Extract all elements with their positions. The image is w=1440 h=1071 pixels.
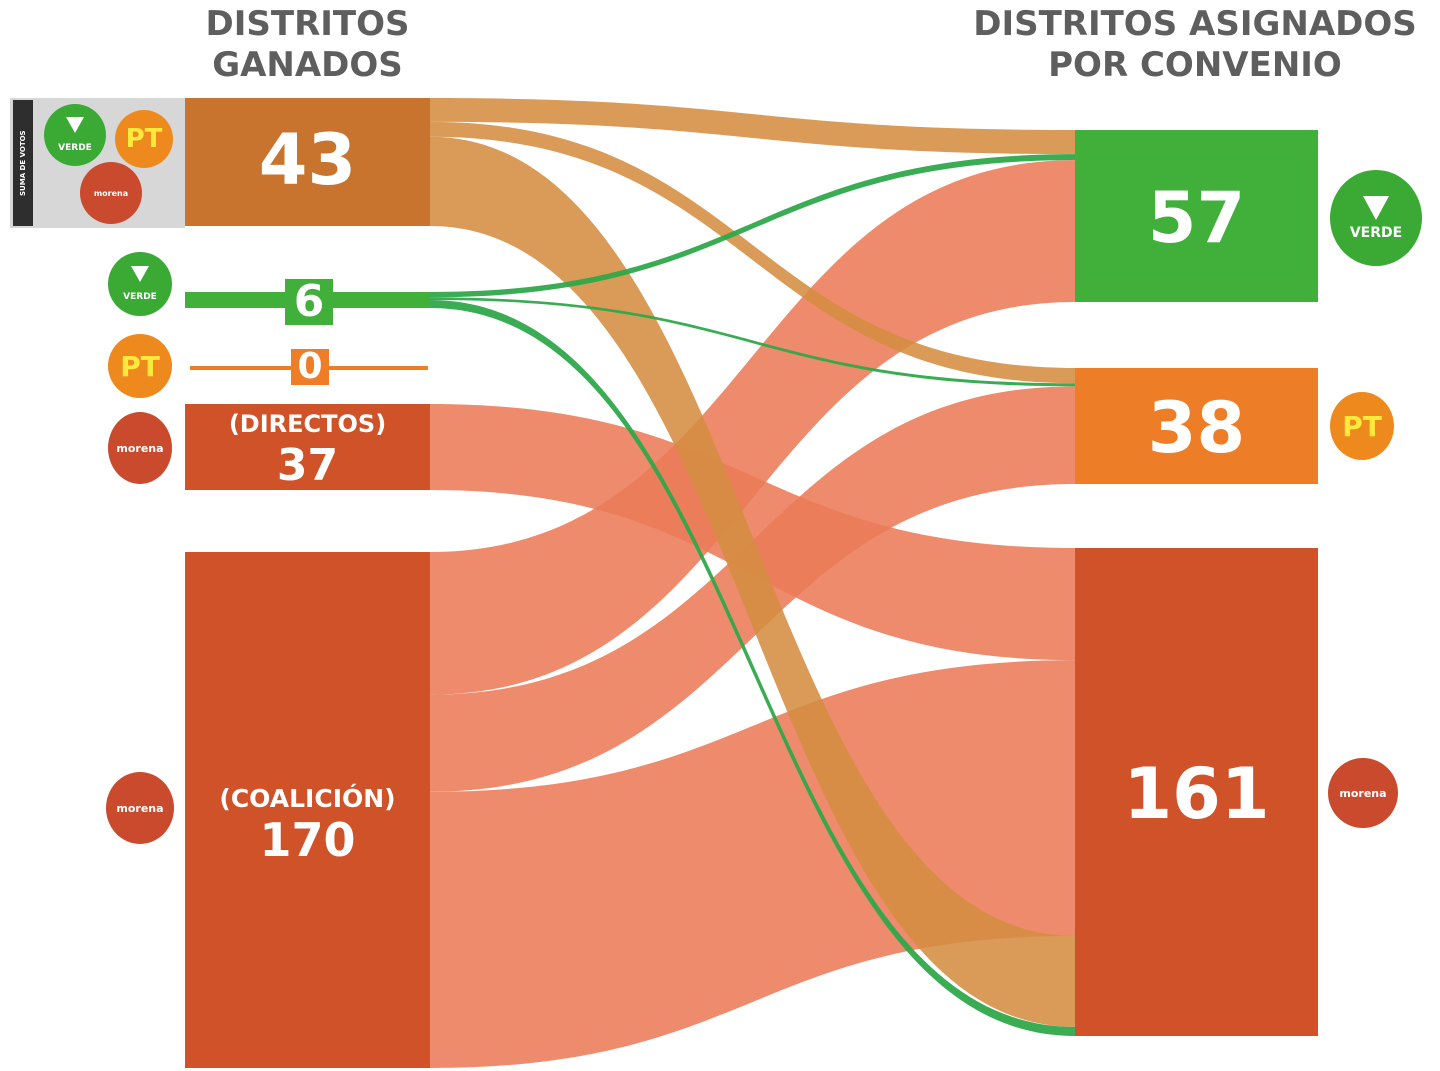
node-label: (DIRECTOS) — [185, 410, 430, 438]
right-column-header: DISTRITOS ASIGNADOS POR CONVENIO — [950, 4, 1440, 86]
left-column-header: DISTRITOS GANADOS — [185, 4, 430, 86]
node-value: 0 — [291, 347, 329, 387]
pt-logo-icon: PT — [108, 334, 172, 398]
node-value: 170 — [185, 814, 430, 866]
left-header-line-1: DISTRITOS — [185, 4, 430, 45]
node-pt-left-badge: 0 — [291, 349, 329, 385]
flow-suma-to-verde — [430, 98, 1075, 154]
left-header-line-2: GANADOS — [185, 45, 430, 86]
node-value: 38 — [1075, 388, 1318, 468]
node-label: (COALICIÓN) — [185, 784, 430, 814]
node-value: 43 — [185, 120, 430, 200]
node-value: 161 — [1075, 754, 1318, 834]
morena-logo-icon: morena — [108, 412, 172, 484]
node-value: 37 — [185, 442, 430, 490]
node-value: 57 — [1075, 178, 1318, 258]
morena-logo-icon: morena — [80, 162, 142, 224]
node-coalicion-suma: 43 — [185, 98, 430, 226]
pt-logo-icon: PT — [115, 110, 173, 168]
verde-logo-icon: VERDE — [108, 252, 172, 316]
verde-logo-icon: VERDE — [1330, 170, 1422, 266]
node-morena-directos: (DIRECTOS) 37 — [185, 404, 430, 490]
right-header-line-1: DISTRITOS ASIGNADOS — [950, 4, 1440, 45]
node-verde-right: 57 — [1075, 130, 1318, 302]
node-morena-coalicion: (COALICIÓN) 170 — [185, 552, 430, 1068]
node-verde-left-badge: 6 — [285, 279, 333, 325]
right-header-line-2: POR CONVENIO — [950, 45, 1440, 86]
morena-logo-icon: morena — [106, 772, 174, 844]
node-morena-right: 161 — [1075, 548, 1318, 1036]
node-pt-right: 38 — [1075, 368, 1318, 484]
coalition-vertical-caption: SUMA DE VOTOS — [13, 100, 33, 226]
morena-logo-icon: morena — [1328, 758, 1398, 828]
verde-logo-icon: VERDE — [44, 104, 106, 166]
pt-logo-icon: PT — [1330, 392, 1394, 460]
node-value: 6 — [285, 278, 333, 326]
